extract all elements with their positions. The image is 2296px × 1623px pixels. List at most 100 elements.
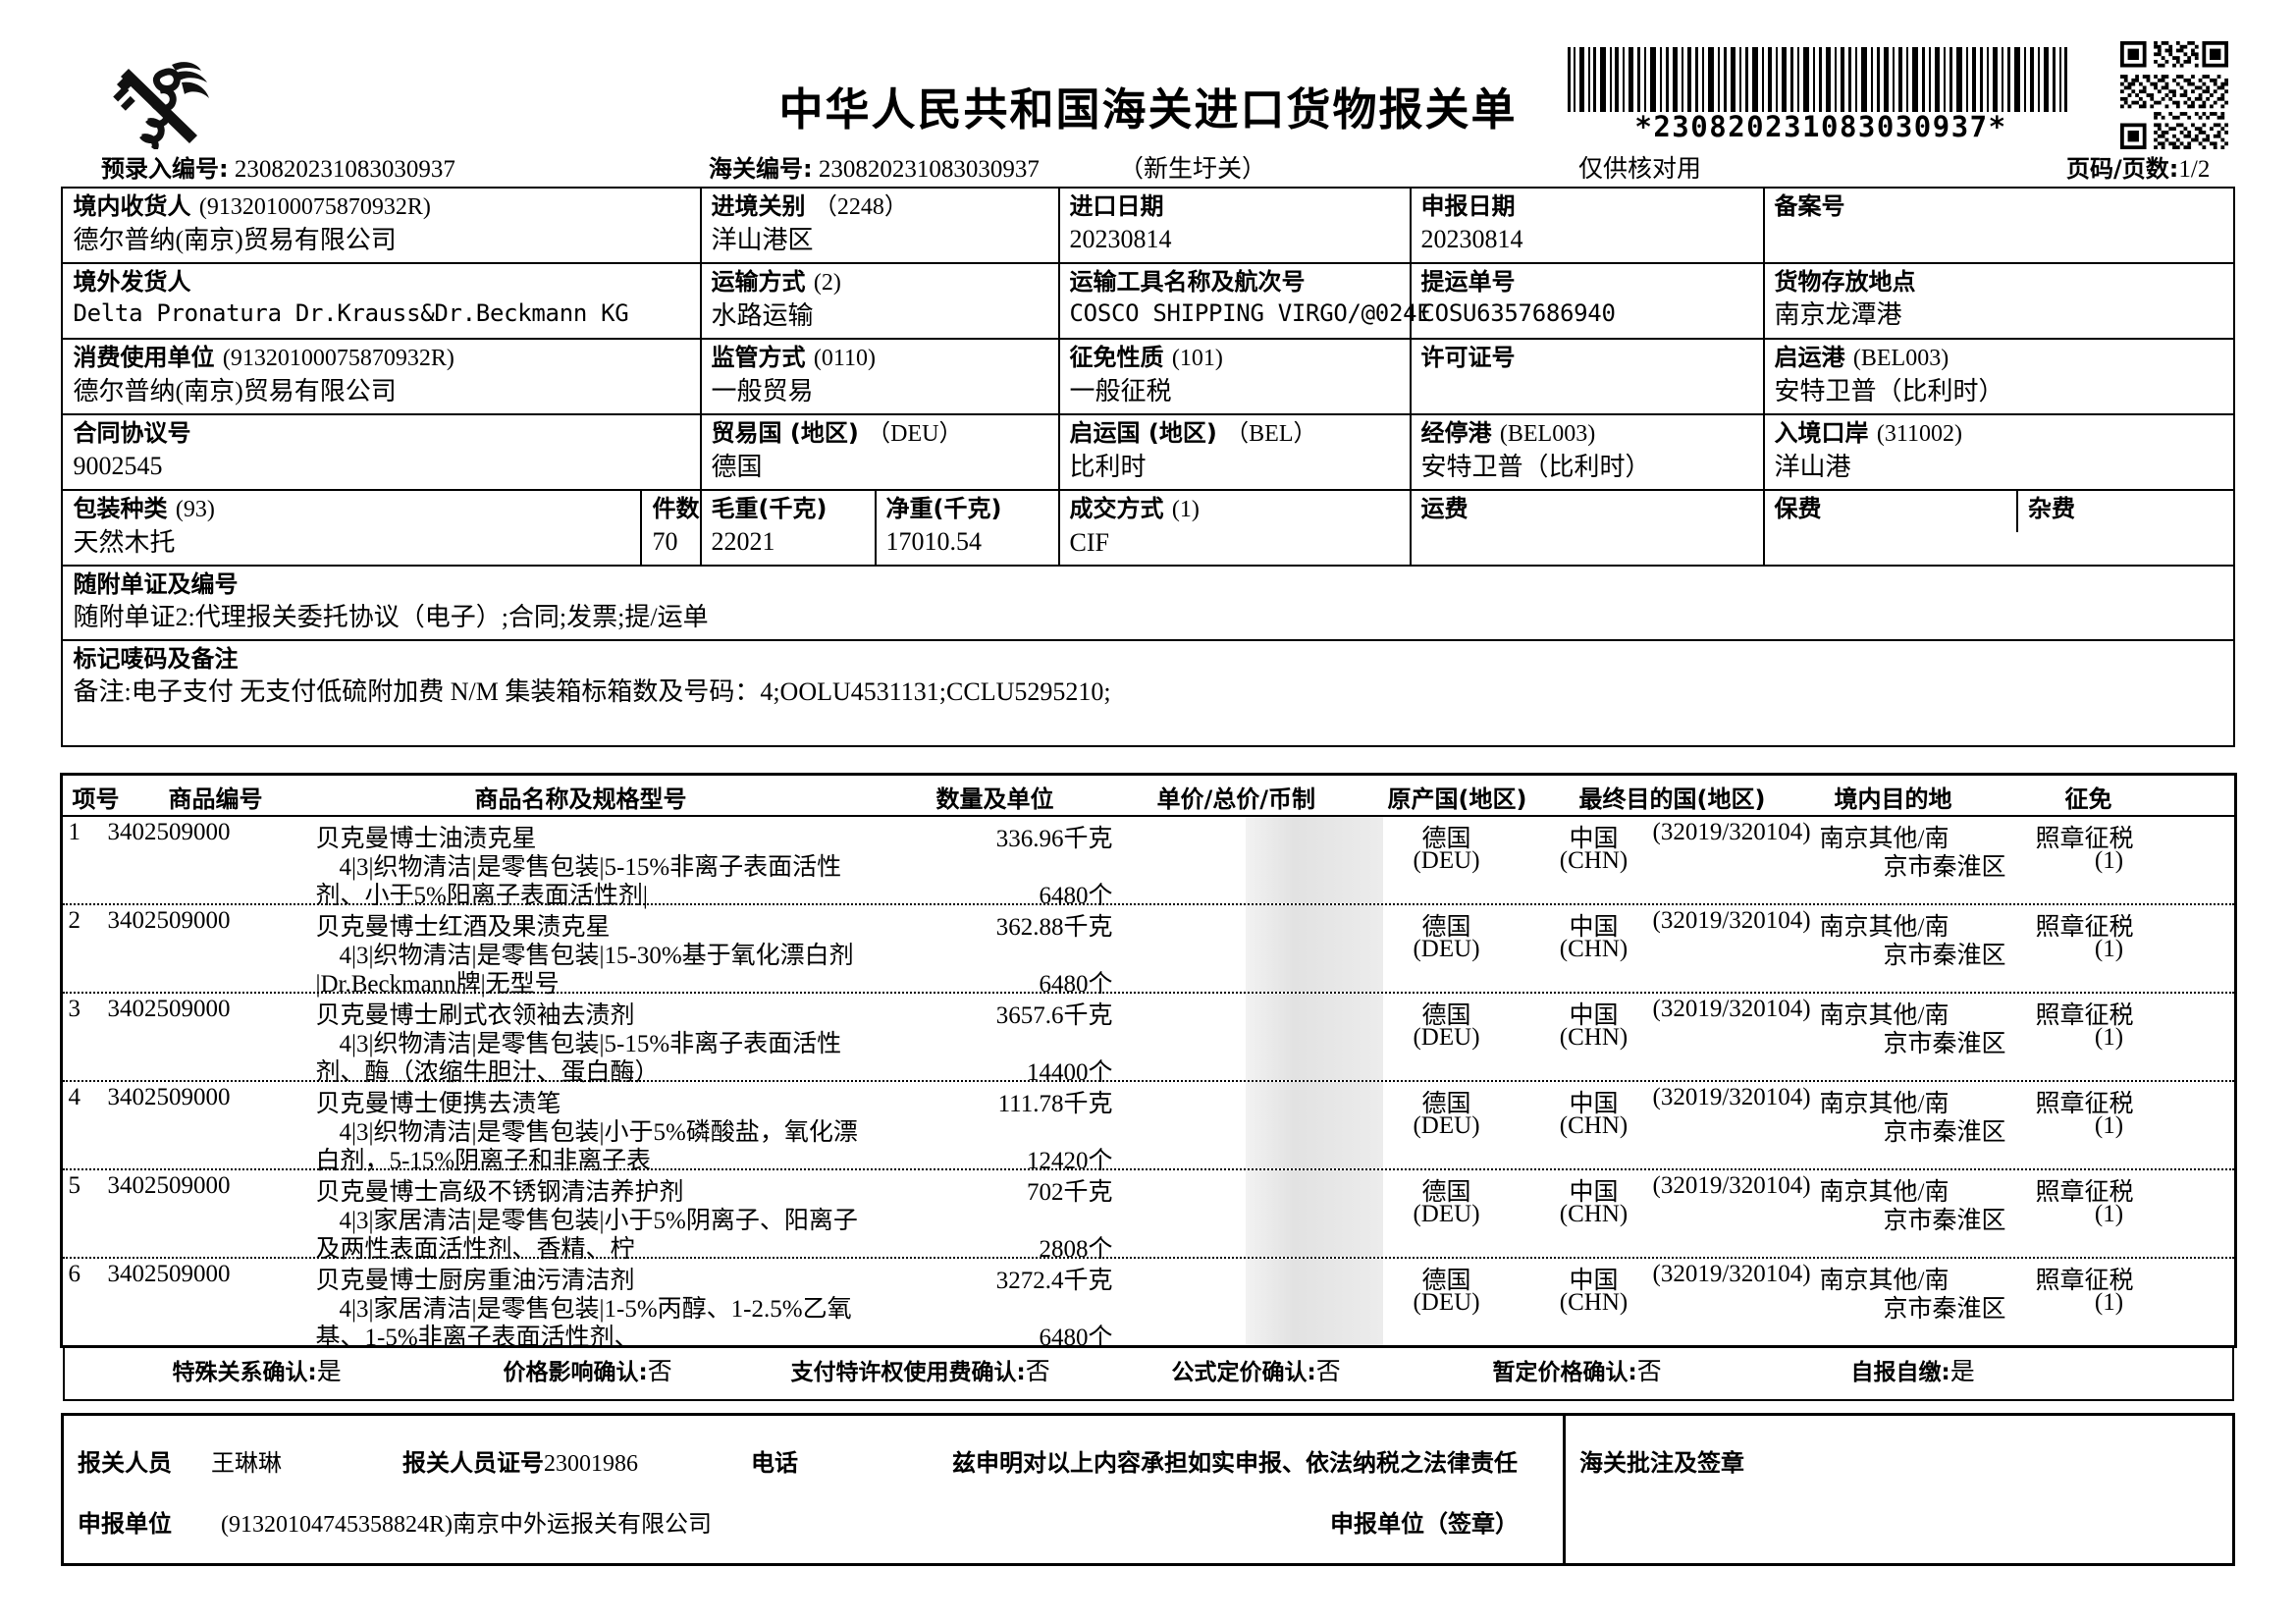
- agent-cert-value: 23001986: [544, 1450, 638, 1477]
- cell-net-weight: 净重(千克) 17010.54: [874, 488, 1060, 567]
- formula-pricing-label: 公式定价确认:: [1171, 1359, 1316, 1385]
- import-date-value: 20230814: [1069, 225, 1172, 254]
- cell-levy-nature: 征免性质 (101) 一般征税: [1057, 337, 1412, 415]
- item-no: 3: [68, 995, 81, 1022]
- misc-label: 杂费: [2028, 494, 2076, 522]
- departure-port-value: 安特卫普（比利时）: [1774, 377, 2004, 406]
- item-name: 贝克曼博士红酒及果渍克星: [315, 913, 611, 941]
- marks-label: 标记唛码及备注: [73, 644, 239, 673]
- customs-caduceus-key-emblem: [103, 51, 221, 151]
- transit-port-value: 安特卫普（比利时）: [1420, 453, 1651, 482]
- item-unit-qty: 6480个: [1039, 970, 1113, 998]
- royalty-confirm: 支付特许权使用费确认:否: [791, 1358, 1050, 1388]
- item-quantity: 111.78千克: [997, 1090, 1113, 1117]
- item-domestic-dest-2: 京市秦淮区: [1883, 1118, 2006, 1146]
- cell-package-type: 包装种类 (93) 天然木托: [61, 488, 643, 567]
- declare-date-value: 20230814: [1420, 225, 1523, 254]
- supervision-code: (0110): [813, 345, 876, 371]
- item-hs-code: 3402509000: [107, 818, 231, 845]
- item-levy-code: (1): [2094, 1200, 2124, 1227]
- entry-gate-label: 入境口岸: [1774, 418, 1869, 447]
- package-type-label: 包装种类: [73, 494, 168, 522]
- item-dest-country: 中国: [1569, 1001, 1619, 1029]
- item-origin-country: 德国: [1421, 1267, 1471, 1294]
- origin-country-value: 比利时: [1069, 453, 1147, 482]
- field-row-4: 合同协议号 9002545 贸易国 (地区) （DEU） 德国 启运国 (地区)…: [61, 412, 2235, 491]
- cell-contract: 合同协议号 9002545: [61, 412, 702, 491]
- item-no: 4: [68, 1083, 81, 1110]
- item-levy: 照章征税: [2035, 825, 2134, 852]
- item-no: 5: [68, 1171, 81, 1199]
- item-no: 6: [68, 1260, 81, 1287]
- item-hs-code: 3402509000: [107, 1083, 231, 1110]
- goods-row: 1 3402509000 贝克曼博士油渍克星 4|3|织物清洁|是零售包装|5-15%…: [59, 815, 2237, 909]
- item-hs-code: 3402509000: [107, 995, 231, 1022]
- oath-text: 兹申明对以上内容承担如实申报、依法纳税之法律责任: [952, 1448, 1518, 1477]
- shipper-label: 境外发货人: [73, 267, 191, 296]
- item-unit-qty: 6480个: [1039, 1324, 1113, 1351]
- consumer-code: (91320100075870932R): [222, 345, 454, 371]
- item-origin-country: 德国: [1421, 1001, 1471, 1029]
- cell-insurance: 保费: [1764, 490, 2019, 533]
- page-title: 中华人民共和国海关进口货物报关单: [778, 83, 1518, 135]
- item-spec-1: 4|3|织物清洁|是零售包装|小于5%磷酸盐，氧化漂: [339, 1118, 858, 1146]
- bl-no-value: COSU6357686940: [1420, 299, 1616, 328]
- bl-no-label: 提运单号: [1420, 267, 1516, 296]
- item-origin-code: (DEU): [1413, 1200, 1480, 1227]
- item-quantity: 3657.6千克: [995, 1001, 1113, 1029]
- item-dest-country: 中国: [1569, 1267, 1619, 1294]
- declare-unit-value: 南京中外运报关有限公司: [453, 1511, 712, 1538]
- license-label: 许可证号: [1420, 343, 1516, 371]
- goods-table-header: 项号 商品编号 商品名称及规格型号 数量及单位 单价/总价/币制 原产国(地区)…: [59, 772, 2237, 817]
- pre-entry-number-value: 230820231083030937: [234, 156, 455, 183]
- cell-record-no: 备案号: [1762, 187, 2235, 264]
- special-relation-confirm: 特殊关系确认:是: [173, 1358, 342, 1388]
- gross-weight-value: 22021: [711, 527, 775, 557]
- item-spec-2: 及两性表面活性剂、香精、柠: [315, 1235, 635, 1263]
- item-hs-code: 3402509000: [107, 1260, 231, 1287]
- item-domestic-dest-2: 京市秦淮区: [1883, 1030, 2006, 1057]
- item-dest-region-code: (32019/320104): [1652, 906, 1811, 934]
- item-levy: 照章征税: [2035, 1267, 2134, 1294]
- item-quantity: 336.96千克: [995, 825, 1113, 852]
- customs-number-label: 海关编号:: [709, 155, 813, 183]
- entry-port-code: （2248）: [813, 194, 908, 220]
- entry-gate-code: (311002): [1876, 420, 1962, 447]
- origin-country-code: （BEL）: [1225, 420, 1317, 447]
- item-domestic-dest-2: 京市秦淮区: [1883, 1207, 2006, 1234]
- declare-unit: (91320104745358824R)南京中外运报关有限公司: [221, 1504, 712, 1539]
- agent-cert: 报关人员证号23001986: [402, 1443, 638, 1478]
- field-row-2: 境外发货人 Delta Pronatura Dr.Krauss&Dr.Beckm…: [61, 261, 2235, 340]
- cell-declare-date: 申报日期 20230814: [1409, 187, 1765, 264]
- goods-row-cell: 6 3402509000 贝克曼博士厨房重油污清洁剂 4|3|家居清洁|是零售包装|1…: [59, 1257, 2237, 1351]
- item-domestic-dest-2: 京市秦淮区: [1883, 942, 2006, 969]
- price-influence-value: 否: [647, 1358, 672, 1385]
- goods-table: 项号 商品编号 商品名称及规格型号 数量及单位 单价/总价/币制 原产国(地区)…: [59, 772, 2237, 1351]
- item-dest-country: 中国: [1569, 825, 1619, 852]
- item-domestic-dest-1: 南京其他/南: [1819, 913, 1949, 941]
- cell-transit-port: 经停港 (BEL003) 安特卫普（比利时）: [1409, 412, 1765, 491]
- goods-row: 3 3402509000 贝克曼博士刷式衣领袖去渍剂 4|3|织物清洁|是零售包装|5…: [59, 992, 2237, 1086]
- item-dest-region-code: (32019/320104): [1652, 1083, 1811, 1110]
- item-dest-code: (CHN): [1559, 846, 1629, 874]
- special-relation-label: 特殊关系确认:: [172, 1359, 317, 1385]
- cell-vessel: 运输工具名称及航次号 COSCO SHIPPING VIRGO/@024E: [1057, 261, 1431, 340]
- item-domestic-dest-2: 京市秦淮区: [1883, 1295, 2006, 1323]
- freight-label: 运费: [1420, 494, 1468, 522]
- col-origin: 原产国(地区): [1387, 784, 1527, 813]
- item-spec-2: 白剂，5-15%阴离子和非离子表: [315, 1147, 652, 1174]
- cell-supervision: 监管方式 (0110) 一般贸易: [699, 337, 1060, 415]
- cell-freight: 运费: [1409, 488, 1765, 567]
- item-origin-country: 德国: [1421, 913, 1471, 941]
- goods-row: 5 3402509000 贝克曼博士高级不锈钢清洁养护剂 4|3|家居清洁|是零售包装…: [59, 1168, 2237, 1263]
- contract-value: 9002545: [73, 452, 163, 481]
- redacted-price-block: [1245, 1258, 1383, 1345]
- item-domestic-dest-1: 南京其他/南: [1819, 825, 1949, 852]
- item-dest-code: (CHN): [1559, 1111, 1629, 1139]
- item-dest-country: 中国: [1569, 913, 1619, 941]
- goods-location-label: 货物存放地点: [1774, 267, 1916, 296]
- col-item-no: 项号: [72, 784, 120, 813]
- origin-country-label: 启运国 (地区): [1069, 418, 1217, 447]
- transport-mode-label: 运输方式: [711, 267, 806, 296]
- item-hs-code: 3402509000: [107, 906, 231, 934]
